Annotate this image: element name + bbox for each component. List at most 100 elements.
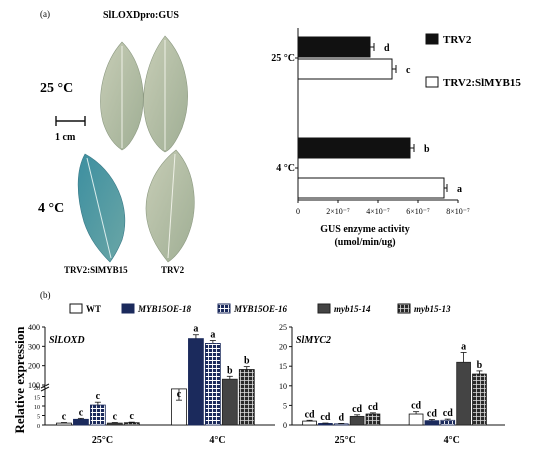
significance-letter: c xyxy=(406,65,411,76)
legend-swatch-myb15-14 xyxy=(317,303,331,314)
legend-label-myb15-13: myb15-13 xyxy=(414,304,451,314)
significance-letter: b xyxy=(477,360,483,371)
bar-myb15-14-25-c xyxy=(106,422,123,426)
x-tick-label: 2×10⁻⁷ xyxy=(326,207,350,216)
y-tick-label: 10 xyxy=(279,382,287,391)
bar-wt-25-c xyxy=(56,422,72,426)
legend-label-myb15oe-16: MYB15OE-16 xyxy=(233,304,288,314)
scale-bar xyxy=(55,116,86,126)
legend-label-myb15oe-18: MYB15OE-18 xyxy=(137,304,192,314)
y-tick-label: 0 xyxy=(37,424,40,430)
significance-letter: b xyxy=(244,356,250,367)
significance-letter: c xyxy=(113,412,118,423)
bar-myb15oe-16-4-c xyxy=(204,343,221,426)
bar-myb15oe-16-4-c xyxy=(440,419,456,426)
x-tick-label-4-c: 4°C xyxy=(444,435,460,446)
scale-label: 1 cm xyxy=(55,132,76,143)
bar-myb15oe-18-4-c xyxy=(188,338,204,426)
y-tick-label: 25 xyxy=(279,323,287,332)
leaf-trv2-25c xyxy=(143,35,188,153)
x-axis-unit: (umol/min/ug) xyxy=(334,237,395,248)
leaf-trv2-slmyb15-25c xyxy=(100,41,144,151)
significance-letter: b xyxy=(227,365,233,376)
category-label-25-c: 25 °C xyxy=(271,53,295,64)
x-tick-label-25-c: 25°C xyxy=(335,435,356,446)
legend-swatch-myb15-13 xyxy=(397,303,411,314)
row-label-25: 25 °C xyxy=(40,81,73,96)
bar-trv2-4-c xyxy=(297,137,411,159)
bar-myb15-14-4-c xyxy=(456,361,471,426)
leaf-trv2-4c xyxy=(145,149,195,263)
significance-letter: c xyxy=(79,407,84,418)
leaf-trv2-slmyb15-4c xyxy=(77,153,126,263)
significance-letter: cd xyxy=(443,408,453,419)
gus-activity-chart: 25 °C d c 4 °C b a 0 2×10⁻⁷ 4×10⁻⁷ 6×10⁻⁷ 8×10⁻⁷ GU… xyxy=(271,28,521,248)
legend-swatch-trv2 xyxy=(425,33,439,45)
y-tick-label: 5 xyxy=(37,415,40,421)
y-tick-label: 5 xyxy=(283,401,287,410)
bar-myb15-13-4-c xyxy=(238,369,255,426)
bar-trv2-slmyb15-4-c xyxy=(297,177,445,199)
category-label-4-c: 4 °C xyxy=(276,163,295,174)
panel-a-label: (a) xyxy=(40,9,50,19)
bar-myb15oe-18-4-c xyxy=(424,420,440,426)
legend-label-trv2-slmyb15: TRV2:SlMYB15 xyxy=(443,77,521,89)
legend-label-wt: WT xyxy=(86,304,101,314)
y-tick-label: 10 xyxy=(34,405,40,411)
bar-myb15oe-16-25-c xyxy=(333,423,349,426)
legend-swatch-trv2-slmyb15 xyxy=(425,76,439,88)
axis-break-mark xyxy=(40,383,50,389)
significance-letter: c xyxy=(177,389,182,400)
bar-myb15-14-4-c xyxy=(221,378,238,426)
x-tick-label: 6×10⁻⁷ xyxy=(406,207,430,216)
significance-letter: cd xyxy=(427,409,437,420)
bar-wt-25-c xyxy=(302,420,317,426)
bar-myb15oe-18-25-c xyxy=(73,418,89,426)
panel-b-ylabel: Relative expression xyxy=(12,326,27,434)
y-tick-label: 0 xyxy=(283,421,287,430)
significance-letter: c xyxy=(96,391,101,402)
significance-letter: a xyxy=(210,330,215,341)
significance-letter: d xyxy=(384,43,390,54)
image-title: SlLOXDpro:GUS xyxy=(103,10,179,21)
y-tick-label: 300 xyxy=(28,342,40,351)
legend-swatch-myb15oe-18 xyxy=(121,303,135,314)
significance-letter: b xyxy=(424,144,430,155)
legend-label-trv2: TRV2 xyxy=(443,34,472,46)
x-tick-label: 4×10⁻⁷ xyxy=(366,207,390,216)
bar-myb15oe-16-25-c xyxy=(90,404,106,426)
y-tick-label: 400 xyxy=(28,323,40,332)
legend-swatch-wt xyxy=(69,303,83,314)
x-tick-label-4-c: 4°C xyxy=(209,435,225,446)
expression-legend: WT MYB15OE-18 MYB15OE-16 myb15-14 myb15-13 xyxy=(69,303,451,314)
bar-myb15-13-25-c xyxy=(365,413,381,426)
significance-letter: c xyxy=(130,411,135,422)
leaf-label-trv2-slmyb15: TRV2:SlMYB15 xyxy=(64,265,128,275)
bar-myb15-13-4-c xyxy=(472,373,487,426)
x-tick-label-25-c: 25°C xyxy=(92,435,113,446)
x-tick-label: 0 xyxy=(296,207,300,216)
significance-letter: c xyxy=(62,412,67,423)
bar-trv2-slmyb15-25-c xyxy=(297,58,393,80)
legend-swatch-myb15oe-16 xyxy=(217,303,231,314)
axis-break-mark xyxy=(40,386,50,392)
significance-letter: d xyxy=(338,412,344,423)
y-tick-label: 15 xyxy=(279,362,287,371)
x-axis-label: GUS enzyme activity xyxy=(320,224,409,235)
x-tick-label: 8×10⁻⁷ xyxy=(446,207,470,216)
bar-myb15-14-25-c xyxy=(349,415,365,426)
y-tick-label: 200 xyxy=(28,362,40,371)
significance-letter: cd xyxy=(368,402,378,413)
significance-letter: cd xyxy=(320,412,330,423)
bar-wt-4-c xyxy=(408,413,424,426)
significance-letter: cd xyxy=(305,409,315,420)
bar-trv2-25-c xyxy=(297,36,371,58)
legend-label-myb15-14: myb15-14 xyxy=(334,304,371,314)
y-tick-label: 15 xyxy=(34,396,40,402)
y-tick-label: 20 xyxy=(279,343,287,352)
leaf-label-trv2: TRV2 xyxy=(161,265,185,275)
row-label-4: 4 °C xyxy=(38,201,64,216)
y-tick-label: 100 xyxy=(28,381,40,390)
